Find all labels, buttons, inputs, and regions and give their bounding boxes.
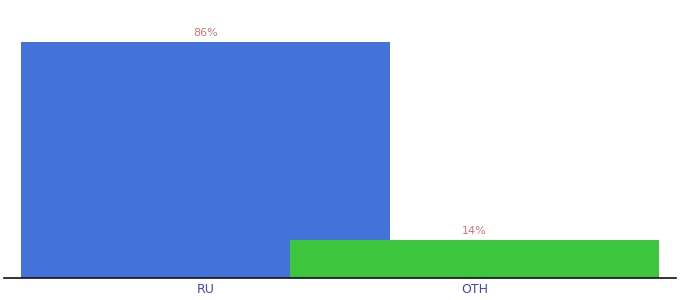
Bar — [290, 240, 659, 278]
Text: 14%: 14% — [462, 226, 487, 236]
Bar — [21, 43, 390, 278]
Text: 86%: 86% — [193, 28, 218, 38]
